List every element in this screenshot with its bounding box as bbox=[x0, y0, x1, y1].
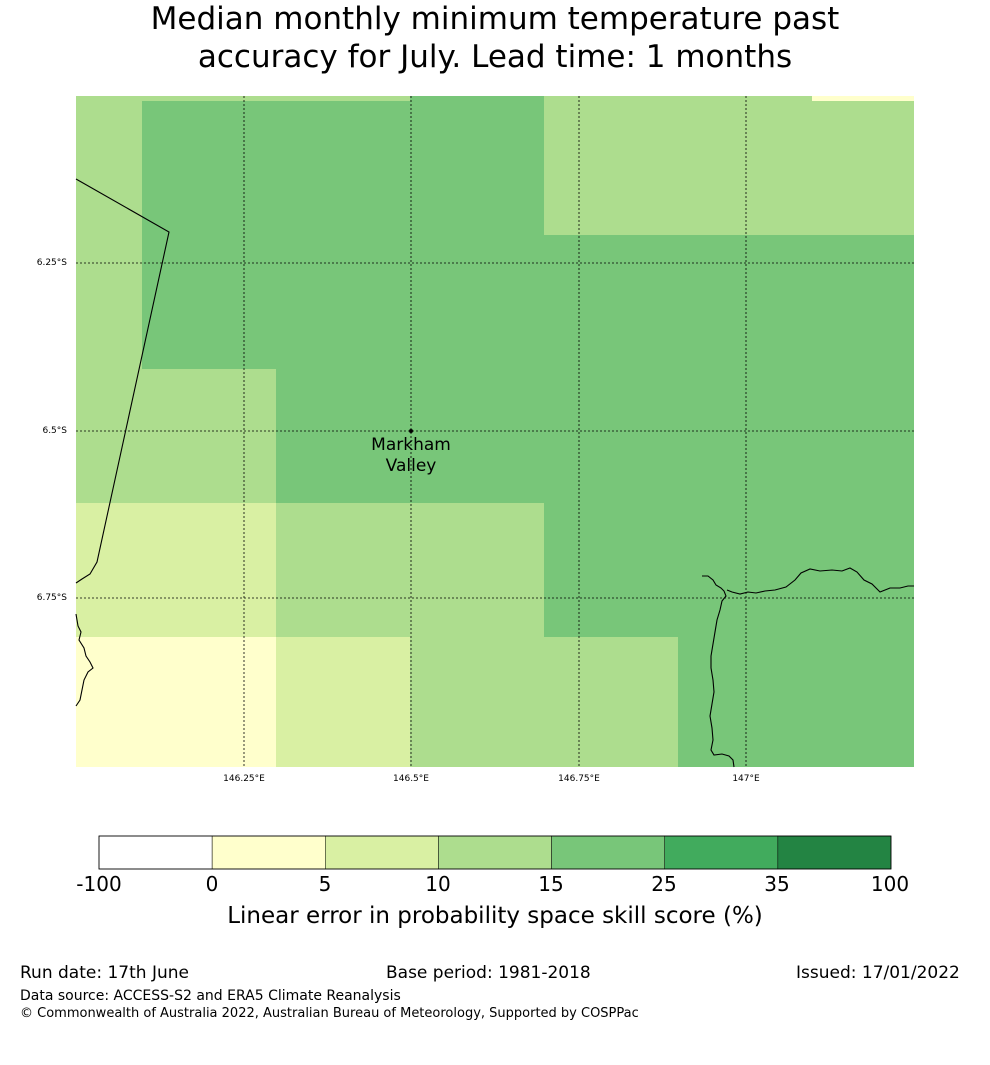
grid-cell bbox=[812, 235, 914, 369]
data-source: Data source: ACCESS-S2 and ERA5 Climate … bbox=[20, 988, 401, 1004]
grid-cell bbox=[76, 637, 142, 767]
lon-label-146-25: 146.25°E bbox=[223, 774, 265, 784]
grid-cell bbox=[410, 96, 544, 101]
grid-cell bbox=[544, 101, 678, 235]
grid-cell bbox=[678, 235, 812, 369]
colorbar-tick-label: 25 bbox=[651, 872, 677, 896]
grid-cell bbox=[276, 637, 410, 767]
colorbar-tick-label: 35 bbox=[764, 872, 790, 896]
grid-cell bbox=[678, 369, 812, 503]
grid-cell bbox=[678, 96, 812, 101]
grid-cell bbox=[76, 503, 142, 637]
grid-cell bbox=[544, 96, 678, 101]
grid-cell bbox=[812, 96, 914, 101]
grid-cell bbox=[678, 503, 812, 637]
lat-label-6-75: 6.75°S bbox=[36, 593, 67, 603]
borders-and-coastlines bbox=[75, 178, 914, 768]
lon-label-146-75: 146.75°E bbox=[558, 774, 600, 784]
grid-cell bbox=[142, 503, 276, 637]
map-title: Median monthly minimum temperature past … bbox=[0, 0, 990, 76]
grid-cell bbox=[812, 637, 914, 767]
colorbar-segment bbox=[211, 835, 326, 870]
title-line-2: accuracy for July. Lead time: 1 months bbox=[197, 39, 793, 75]
grid-cell bbox=[678, 637, 812, 767]
place-name-line-1: Markham bbox=[371, 435, 451, 455]
location-marker bbox=[409, 429, 413, 433]
grid-cell bbox=[544, 235, 678, 369]
grid-cell bbox=[142, 96, 276, 101]
place-name-line-2: Valley bbox=[385, 456, 437, 476]
issued-date: Issued: 17/01/2022 bbox=[796, 963, 960, 983]
place-label: Markham Valley bbox=[351, 435, 471, 477]
grid-cell bbox=[276, 503, 410, 637]
colorbar-tick-label: 10 bbox=[425, 872, 451, 896]
lat-label-6-25: 6.25°S bbox=[36, 258, 67, 268]
colorbar bbox=[98, 835, 892, 870]
grid-cell bbox=[410, 235, 544, 369]
colorbar-segment bbox=[664, 835, 779, 870]
grid-cell bbox=[812, 369, 914, 503]
grid-cell bbox=[678, 101, 812, 235]
colorbar-segment bbox=[98, 835, 213, 870]
province-border-line bbox=[75, 178, 170, 584]
grid-cell bbox=[812, 101, 914, 235]
skill-score-grid bbox=[76, 96, 914, 767]
title-line-1: Median monthly minimum temperature past bbox=[150, 1, 840, 37]
colorbar-outline bbox=[98, 835, 892, 870]
colorbar-tick-label: 0 bbox=[205, 872, 219, 896]
grid-cell bbox=[76, 235, 142, 369]
west-coastline bbox=[75, 613, 94, 707]
colorbar-segment bbox=[551, 835, 665, 870]
colorbar-tick-label: -100 bbox=[76, 872, 122, 896]
run-date: Run date: 17th June bbox=[20, 963, 189, 983]
grid-cell bbox=[276, 101, 410, 235]
grid-cell bbox=[544, 369, 678, 503]
grid-cell bbox=[76, 101, 142, 235]
colorbar-tick-label: 100 bbox=[870, 872, 910, 896]
grid-cell bbox=[142, 637, 276, 767]
colorbar-segment bbox=[325, 835, 439, 870]
lon-label-147: 147°E bbox=[732, 774, 760, 784]
colorbar-tick-label: 15 bbox=[538, 872, 564, 896]
grid-cell bbox=[276, 96, 410, 101]
grid-cell bbox=[76, 96, 142, 101]
lon-label-146-5: 146.5°E bbox=[393, 774, 429, 784]
grid-cell bbox=[544, 503, 678, 637]
grid-cell bbox=[276, 235, 410, 369]
grid-cell bbox=[142, 235, 276, 369]
grid-cell bbox=[410, 101, 544, 235]
grid-cell bbox=[544, 637, 678, 767]
colorbar-label: Linear error in probability space skill … bbox=[227, 903, 763, 929]
colorbar-segment bbox=[438, 835, 552, 870]
colorbar-tick-label: 5 bbox=[318, 872, 332, 896]
grid-cell bbox=[410, 503, 544, 637]
north-coastline bbox=[726, 567, 914, 595]
base-period: Base period: 1981-2018 bbox=[386, 963, 591, 983]
grid-cell bbox=[276, 369, 410, 503]
grid-cell bbox=[142, 101, 276, 235]
river-coastline bbox=[702, 575, 735, 768]
grid-cell bbox=[410, 637, 544, 767]
grid-cell bbox=[76, 369, 142, 503]
copyright-notice: © Commonwealth of Australia 2022, Austra… bbox=[20, 1006, 639, 1021]
grid-cell bbox=[142, 369, 276, 503]
lat-label-6-5: 6.5°S bbox=[42, 426, 67, 436]
grid-cell bbox=[410, 369, 544, 503]
colorbar-segment bbox=[777, 835, 892, 870]
